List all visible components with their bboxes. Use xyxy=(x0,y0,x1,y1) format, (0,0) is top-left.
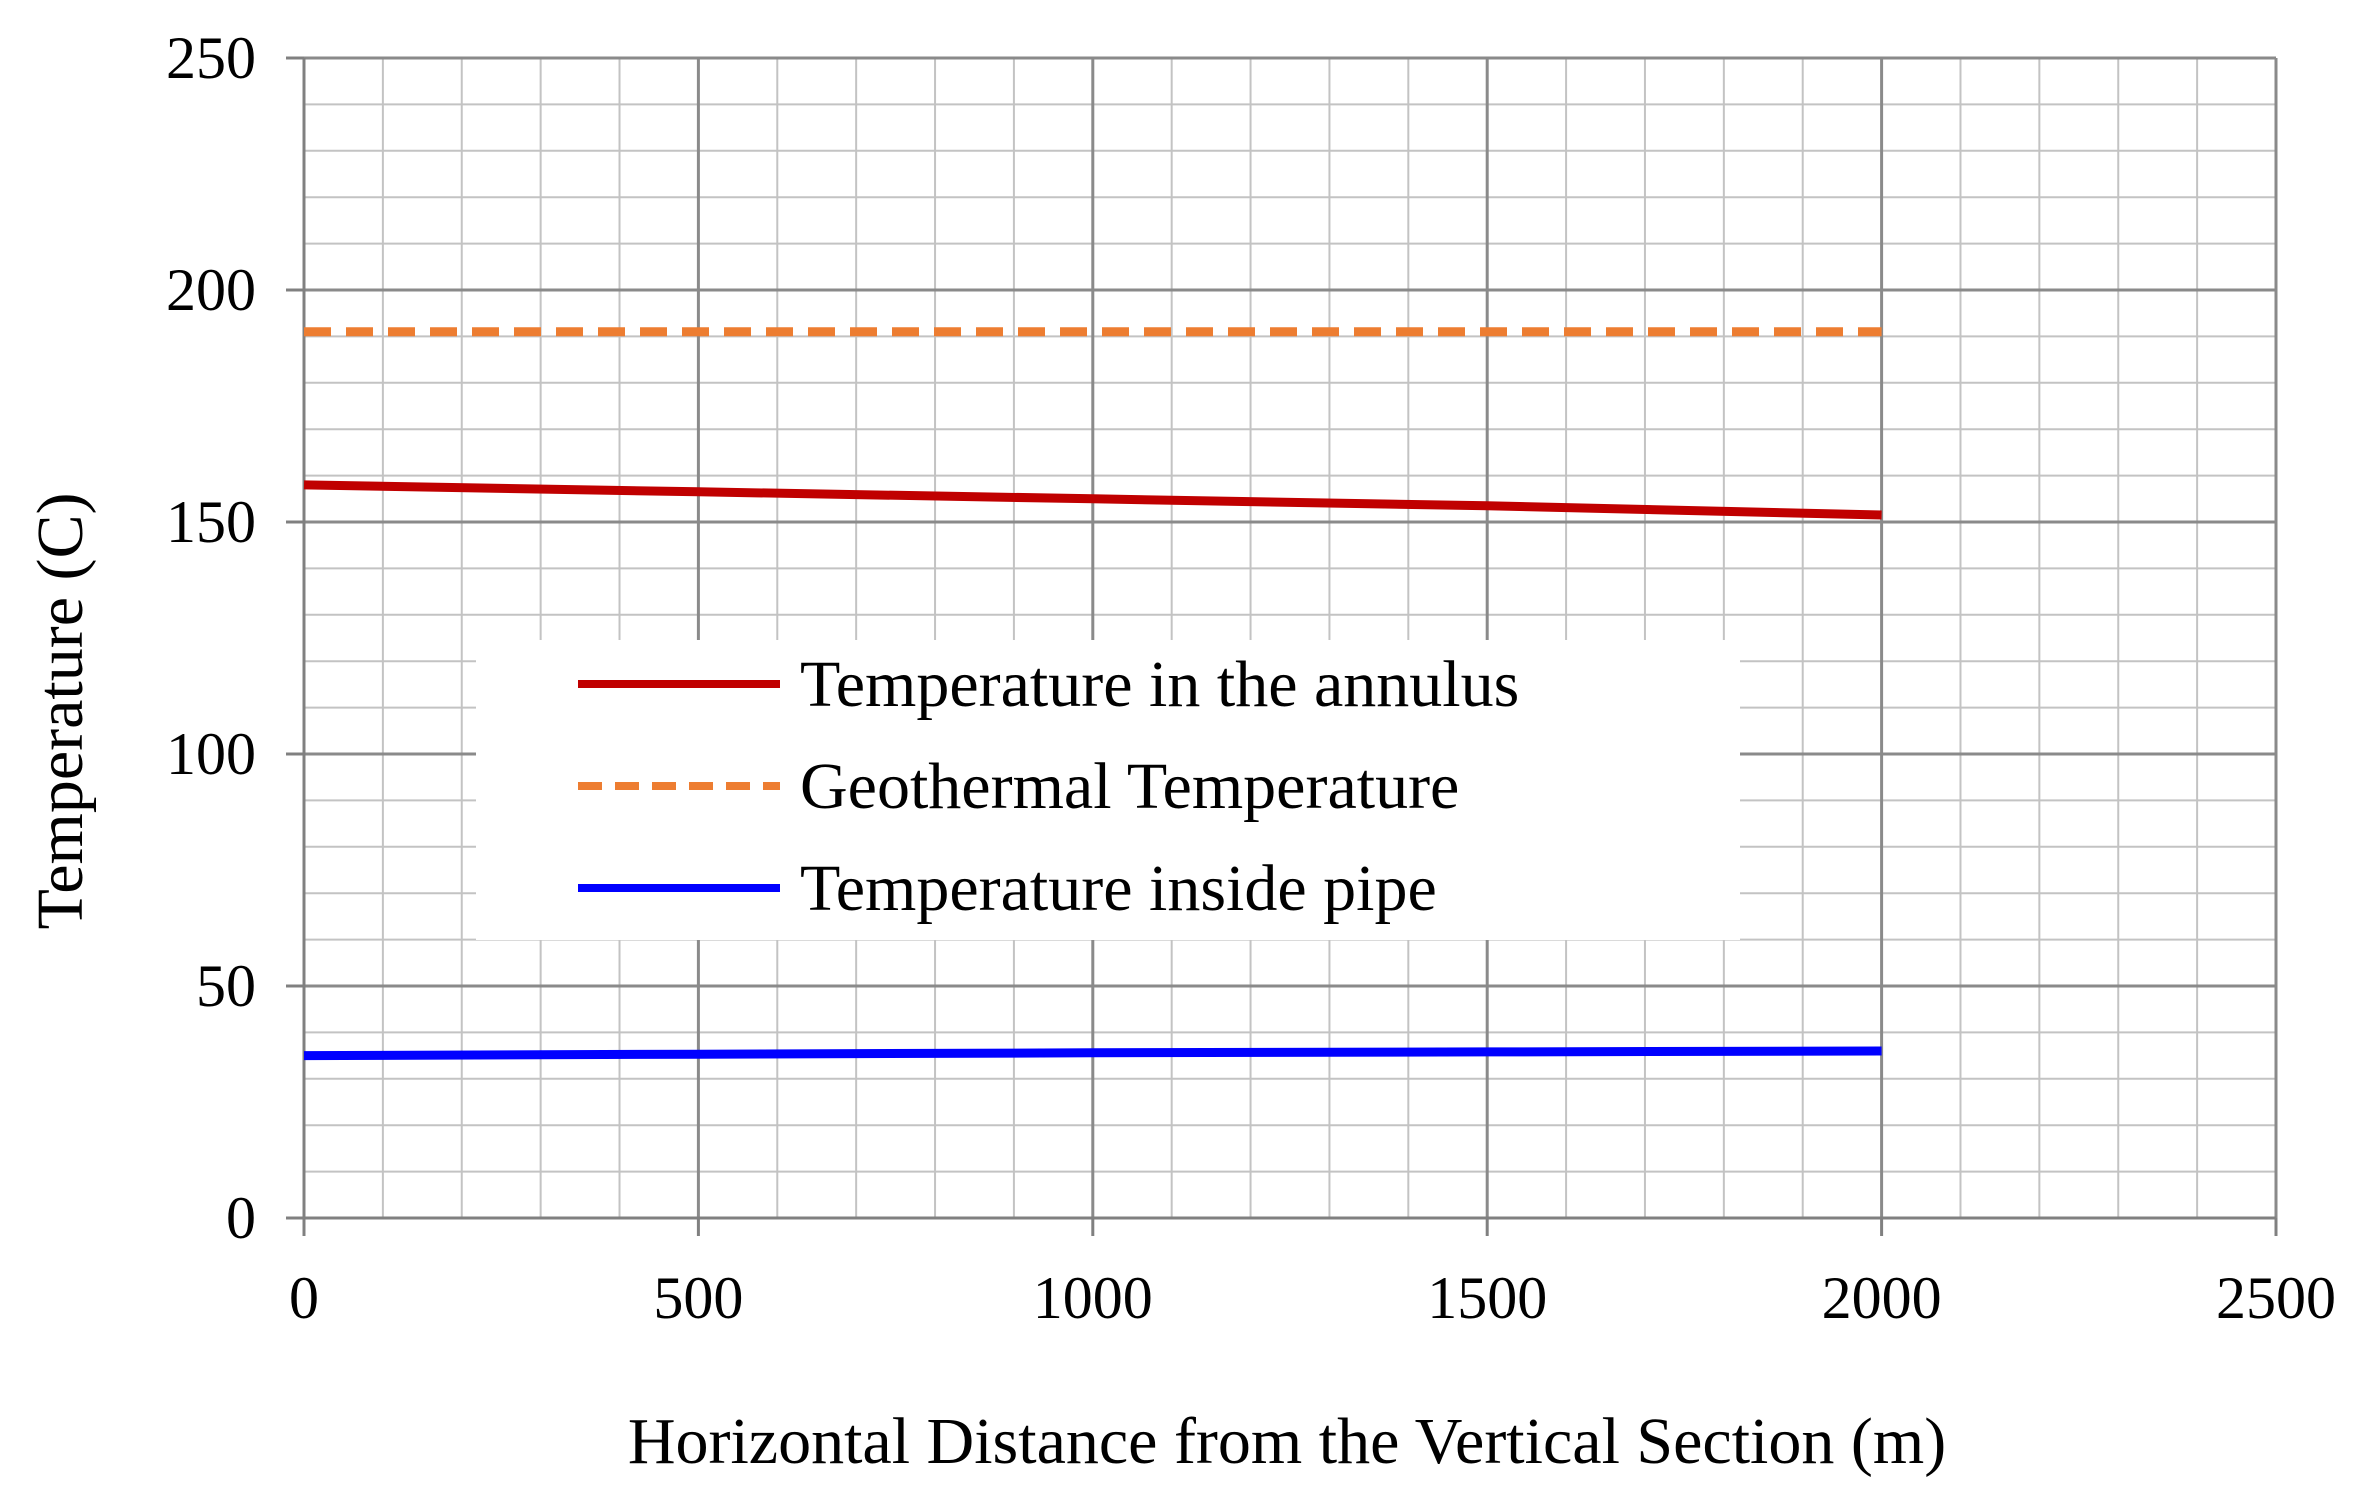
y-tick-label: 0 xyxy=(226,1185,256,1251)
x-tick-labels: 0 500 1000 1500 2000 2500 xyxy=(289,1265,2336,1331)
series-layer xyxy=(303,327,1882,1061)
x-tick-label: 0 xyxy=(289,1265,319,1331)
x-tick-label: 1000 xyxy=(1033,1265,1153,1331)
y-tick-label: 100 xyxy=(166,721,256,787)
y-axis-title: Temperature (C) xyxy=(24,493,97,930)
x-tick-label: 2500 xyxy=(2216,1265,2336,1331)
legend-label-2: Geothermal Temperature xyxy=(800,750,1459,823)
legend-items: Temperature in the annulus Geothermal Tem… xyxy=(578,648,1519,925)
series-line-1 xyxy=(303,480,1882,520)
y-tick-label: 150 xyxy=(166,489,256,555)
y-tick-label: 200 xyxy=(166,257,256,323)
y-tick-labels: 0 50 100 150 200 250 xyxy=(166,25,256,1251)
legend: Temperature in the annulus Geothermal Tem… xyxy=(476,640,1740,940)
x-axis-title: Horizontal Distance from the Vertical Se… xyxy=(628,1405,1946,1478)
x-tick-label: 1500 xyxy=(1427,1265,1547,1331)
y-tick-label: 250 xyxy=(166,25,256,91)
series-line-3 xyxy=(303,1046,1882,1061)
legend-label-3: Temperature inside pipe xyxy=(800,852,1437,925)
legend-label-1: Temperature in the annulus xyxy=(800,648,1519,721)
axes xyxy=(286,56,2278,1236)
y-tick-label: 50 xyxy=(196,953,256,1019)
minor-gridlines xyxy=(304,58,2276,1218)
x-tick-label: 2000 xyxy=(1822,1265,1942,1331)
x-tick-label: 500 xyxy=(653,1265,743,1331)
